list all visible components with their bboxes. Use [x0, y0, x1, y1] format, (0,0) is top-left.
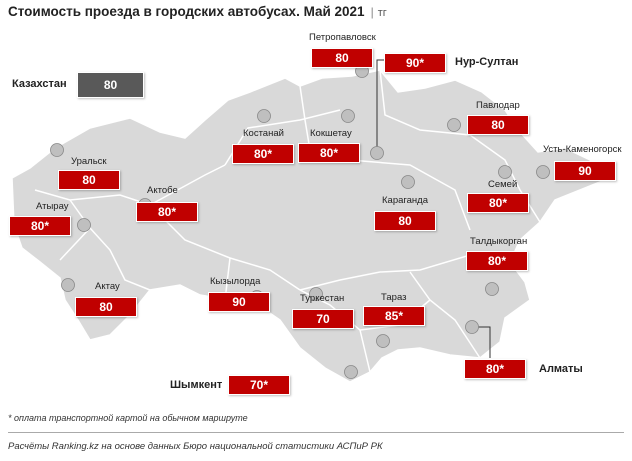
value-box-kostanay: 80* — [232, 144, 294, 164]
marker-atyrau — [77, 218, 91, 232]
marker-shymkent — [344, 365, 358, 379]
city-label-aktobe: Актобе — [147, 185, 178, 196]
city-label-taraz: Тараз — [381, 292, 407, 303]
marker-ustkamenogorsk — [536, 165, 550, 179]
city-label-semey: Семей — [488, 179, 518, 190]
marker-taraz — [376, 334, 390, 348]
marker-aktau — [61, 278, 75, 292]
chart-title-text: Стоимость проезда в городских автобусах.… — [8, 4, 365, 19]
footnote: * оплата транспортной картой на обычном … — [8, 413, 248, 423]
title-separator: | — [370, 5, 374, 19]
value-box-kokshetau: 80* — [298, 143, 360, 163]
marker-taldykorgan — [485, 282, 499, 296]
city-label-pavlodar: Павлодар — [476, 100, 520, 111]
source-note: Расчёты Ranking.kz на основе данных Бюро… — [8, 441, 383, 452]
national-label: Казахстан — [12, 78, 67, 90]
value-box-karaganda: 80 — [374, 211, 436, 231]
city-label-petropavlovsk: Петропавловск — [309, 32, 376, 43]
city-label-turkestan: Туркестан — [300, 293, 345, 304]
value-box-nursultan: 90* — [384, 53, 446, 73]
leader-nursultan — [376, 59, 385, 153]
value-box-almaty: 80* — [464, 359, 526, 379]
marker-semey — [498, 165, 512, 179]
city-label-kyzylorda: Кызылорда — [210, 276, 261, 287]
city-label-kokshetau: Кокшетау — [310, 128, 352, 139]
value-box-aktobe: 80* — [136, 202, 198, 222]
value-box-petropavlovsk: 80 — [311, 48, 373, 68]
city-label-atyrau: Атырау — [36, 201, 69, 212]
value-box-taraz: 85* — [363, 306, 425, 326]
value-box-aktau: 80 — [75, 297, 137, 317]
value-box-kyzylorda: 90 — [208, 292, 270, 312]
value-box-turkestan: 70 — [292, 309, 354, 329]
city-label-karaganda: Караганда — [382, 195, 428, 206]
marker-kokshetau — [341, 109, 355, 123]
city-label-nursultan: Нур-Султан — [455, 56, 519, 68]
marker-turkestan — [309, 287, 323, 301]
city-label-almaty: Алматы — [539, 363, 583, 375]
marker-kostanay — [257, 109, 271, 123]
marker-karaganda — [401, 175, 415, 189]
marker-almaty — [465, 320, 479, 334]
value-box-ustkamenogorsk: 90 — [554, 161, 616, 181]
city-label-kostanay: Костанай — [243, 128, 284, 139]
value-box-atyrau: 80* — [9, 216, 71, 236]
value-box-shymkent: 70* — [228, 375, 290, 395]
city-label-aktau: Актау — [95, 281, 120, 292]
city-label-ustkamenogorsk: Усть-Каменогорск — [543, 144, 622, 155]
value-box-semey: 80* — [467, 193, 529, 213]
unit-label: тг — [377, 7, 387, 19]
city-label-uralsk: Уральск — [71, 156, 107, 167]
value-box-uralsk: 80 — [58, 170, 120, 190]
value-box-pavlodar: 80 — [467, 115, 529, 135]
value-box-taldykorgan: 80* — [466, 251, 528, 271]
national-value-box: 80 — [77, 72, 144, 98]
chart-title: Стоимость проезда в городских автобусах.… — [8, 4, 387, 19]
marker-pavlodar — [447, 118, 461, 132]
marker-nursultan — [370, 146, 384, 160]
divider — [8, 432, 624, 433]
city-label-taldykorgan: Талдыкорган — [470, 236, 528, 247]
city-label-shymkent: Шымкент — [170, 379, 223, 391]
marker-uralsk — [50, 143, 64, 157]
